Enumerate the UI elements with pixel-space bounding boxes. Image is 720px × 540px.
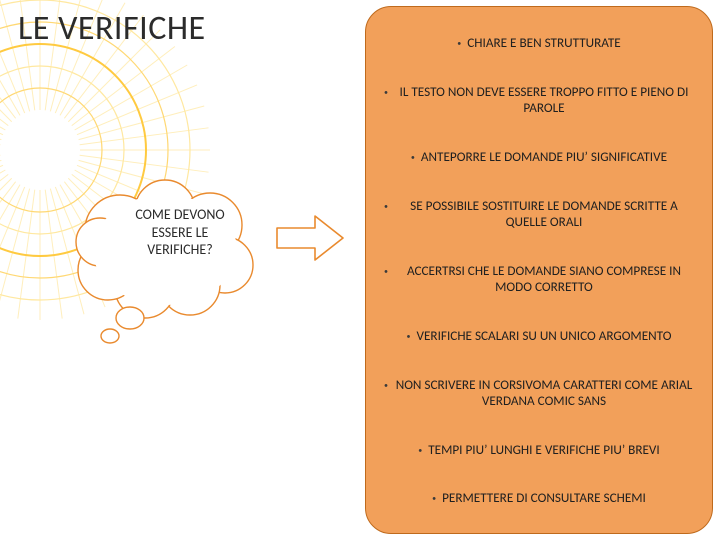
bullet-icon: •: [457, 35, 461, 51]
item-text: SE POSSIBILE SOSTITUIRE LE DOMANDE SCRIT…: [394, 198, 694, 231]
list-item: • PERMETTERE DI CONSULTARE SCHEMI: [380, 490, 698, 507]
list-item: • SE POSSIBILE SOSTITUIRE LE DOMANDE SCR…: [380, 198, 698, 231]
bullet-icon: •: [384, 84, 388, 100]
rules-box: • CHIARE E BEN STRUTTURATE • IL TESTO NO…: [365, 6, 713, 534]
list-item: • NON SCRIVERE IN CORSIVOMA CARATTERI CO…: [380, 377, 698, 410]
list-item: • ACCERTRSI CHE LE DOMANDE SIANO COMPRES…: [380, 263, 698, 296]
list-item: • IL TESTO NON DEVE ESSERE TROPPO FITTO …: [380, 84, 698, 117]
cloud-line: COME DEVONO: [115, 206, 245, 224]
item-text: ACCERTRSI CHE LE DOMANDE SIANO COMPRESE …: [394, 263, 694, 296]
item-text: IL TESTO NON DEVE ESSERE TROPPO FITTO E …: [394, 84, 694, 117]
arrow-icon: [275, 212, 345, 264]
page-title: LE VERIFICHE: [18, 8, 206, 49]
item-text: CHIARE E BEN STRUTTURATE: [467, 35, 620, 52]
item-text: NON SCRIVERE IN CORSIVOMA CARATTERI COME…: [394, 377, 694, 410]
bullet-icon: •: [411, 149, 415, 165]
slide: LE VERIFICHE COME DEVONO E: [0, 0, 720, 540]
item-text: PERMETTERE DI CONSULTARE SCHEMI: [442, 490, 646, 507]
list-item: • ANTEPORRE LE DOMANDE PIU’ SIGNIFICATIV…: [380, 149, 698, 166]
bullet-icon: •: [432, 490, 436, 506]
bullet-icon: •: [407, 328, 411, 344]
bullet-icon: •: [418, 442, 422, 458]
cloud-line: ESSERE LE: [115, 224, 245, 242]
bullet-icon: •: [384, 263, 388, 279]
item-text: TEMPI PIU’ LUNGHI E VERIFICHE PIU’ BREVI: [428, 442, 660, 459]
list-item: • CHIARE E BEN STRUTTURATE: [380, 35, 698, 52]
item-text: ANTEPORRE LE DOMANDE PIU’ SIGNIFICATIVE: [421, 149, 667, 166]
cloud-icon: [60, 170, 270, 350]
list-item: • VERIFICHE SCALARI SU UN UNICO ARGOMENT…: [380, 328, 698, 345]
bullet-icon: •: [384, 377, 388, 393]
cloud-text: COME DEVONO ESSERE LE VERIFICHE?: [115, 206, 245, 259]
bullet-icon: •: [384, 198, 388, 214]
item-text: VERIFICHE SCALARI SU UN UNICO ARGOMENTO: [417, 328, 672, 345]
list-item: • TEMPI PIU’ LUNGHI E VERIFICHE PIU’ BRE…: [380, 442, 698, 459]
thought-cloud: COME DEVONO ESSERE LE VERIFICHE?: [60, 170, 270, 350]
cloud-line: VERIFICHE?: [115, 241, 245, 259]
